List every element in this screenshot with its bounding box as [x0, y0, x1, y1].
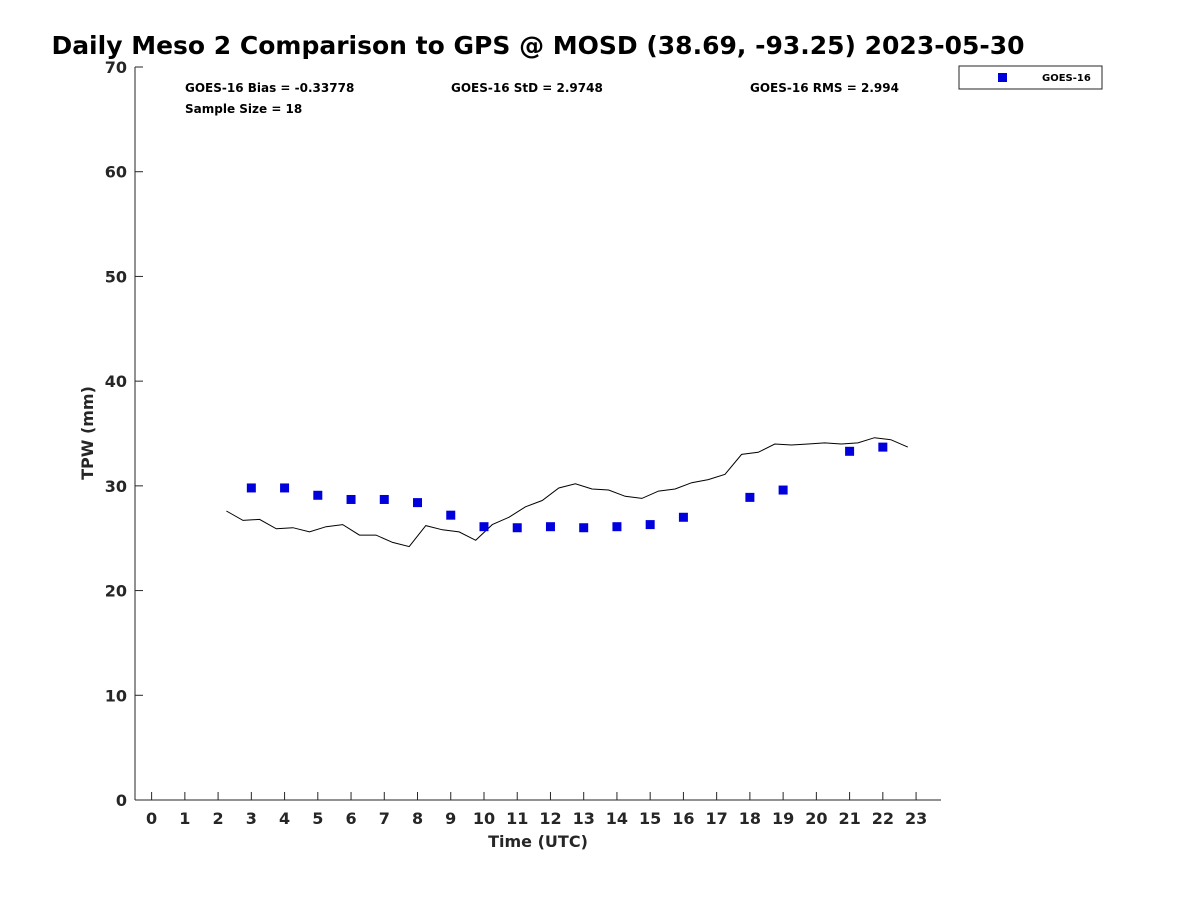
x-tick-label: 15	[639, 809, 661, 828]
x-axis-label: Time (UTC)	[488, 832, 588, 851]
goes16-point	[346, 494, 356, 504]
stat-std: GOES-16 StD = 2.9748	[451, 81, 603, 95]
y-tick-label: 20	[105, 582, 127, 601]
x-tick-label: 6	[345, 809, 356, 828]
x-tick-label: 16	[672, 809, 694, 828]
plot-frame	[135, 67, 941, 800]
x-tick-label: 4	[279, 809, 290, 828]
y-tick-label: 40	[105, 372, 127, 391]
goes16-point	[413, 498, 423, 508]
goes16-point	[280, 483, 290, 493]
x-tick-label: 12	[539, 809, 561, 828]
x-tick-label: 5	[312, 809, 323, 828]
goes16-point	[678, 512, 688, 522]
goes16-point	[545, 522, 555, 532]
goes16-point	[446, 510, 456, 520]
stat-bias: GOES-16 Bias = -0.33778	[185, 81, 354, 95]
legend: GOES-16	[958, 65, 1103, 90]
x-tick-label: 22	[872, 809, 894, 828]
goes16-point	[512, 523, 522, 533]
goes16-point	[778, 485, 788, 495]
stat-sample-size: Sample Size = 18	[185, 102, 302, 116]
x-tick-label: 20	[805, 809, 827, 828]
goes16-point	[246, 483, 256, 493]
goes16-point	[878, 442, 888, 452]
chart-title: Daily Meso 2 Comparison to GPS @ MOSD (3…	[51, 31, 1024, 60]
legend-box	[958, 65, 1103, 90]
x-tick-label: 11	[506, 809, 528, 828]
x-tick-label: 13	[573, 809, 595, 828]
x-tick-label: 9	[445, 809, 456, 828]
goes16-point	[845, 446, 855, 456]
x-tick-label: 21	[838, 809, 860, 828]
y-tick-label: 0	[116, 791, 127, 810]
x-tick-label: 17	[706, 809, 728, 828]
x-tick-label: 23	[905, 809, 927, 828]
goes16-point	[379, 494, 389, 504]
goes16-scatter-series	[246, 442, 888, 533]
gps-line	[226, 437, 909, 548]
y-axis-label: TPW (mm)	[78, 386, 97, 480]
x-tick-label: 18	[739, 809, 761, 828]
y-tick-label: 50	[105, 267, 127, 286]
x-tick-label: 8	[412, 809, 423, 828]
x-tick-label: 14	[606, 809, 628, 828]
x-tick-label: 19	[772, 809, 794, 828]
y-tick-label: 30	[105, 477, 127, 496]
x-tick-label: 10	[473, 809, 495, 828]
x-tick-label: 3	[246, 809, 257, 828]
x-tick-label: 7	[379, 809, 390, 828]
goes16-point	[313, 490, 323, 500]
legend-label-goes16: GOES-16	[1042, 73, 1091, 84]
plot-area	[134, 67, 941, 801]
x-tick-label: 0	[146, 809, 157, 828]
legend-marker-goes16	[998, 73, 1007, 82]
gps-line-series	[226, 437, 909, 548]
y-tick-label: 70	[105, 58, 127, 77]
y-axis-ticks: 0 10 20 30 40 50 60 70	[105, 58, 143, 810]
x-axis-ticks: 0 1 2 3 4 5 6 7 8 9 10 11 12 13 14 15 16 17 18 19 20 21 22 23	[146, 792, 927, 828]
y-tick-label: 60	[105, 163, 127, 182]
x-tick-label: 2	[213, 809, 224, 828]
goes16-point	[745, 492, 755, 502]
x-tick-label: 1	[179, 809, 190, 828]
goes16-point	[612, 522, 622, 532]
goes16-point	[645, 520, 655, 530]
goes16-point	[479, 522, 489, 532]
goes16-point	[579, 523, 589, 533]
stat-rms: GOES-16 RMS = 2.994	[750, 81, 899, 95]
y-tick-label: 10	[105, 686, 127, 705]
